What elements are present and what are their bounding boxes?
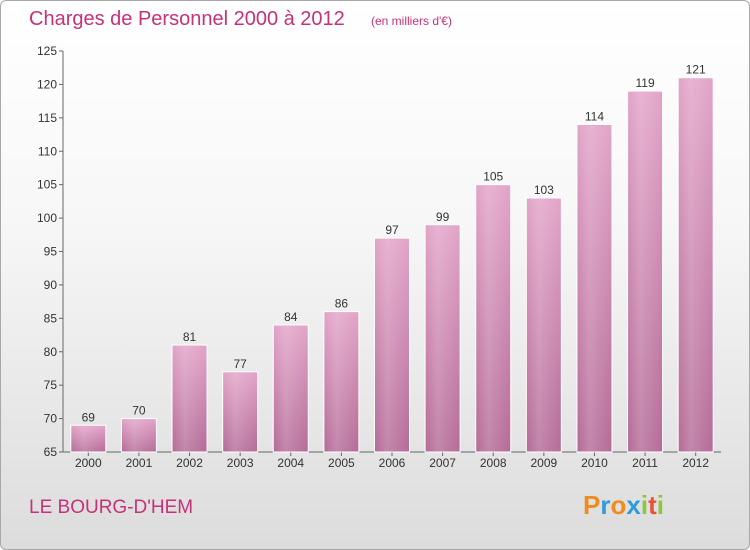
logo-letter: i bbox=[656, 490, 664, 520]
x-tick-label: 2005 bbox=[328, 456, 355, 470]
bar-shine bbox=[71, 426, 105, 452]
location-name: LE BOURG-D'HEM bbox=[29, 497, 194, 518]
proxiti-logo: Proxiti bbox=[583, 490, 664, 521]
y-tick-label: 115 bbox=[38, 111, 57, 125]
y-tick-label: 70 bbox=[44, 412, 58, 426]
data-label: 97 bbox=[385, 223, 399, 237]
logo-letter: t bbox=[648, 490, 657, 520]
data-label: 86 bbox=[335, 297, 349, 311]
x-tick-label: 2004 bbox=[277, 456, 304, 470]
bar-shine bbox=[577, 125, 611, 453]
logo-letter: x bbox=[626, 490, 641, 520]
bar-shine bbox=[274, 326, 308, 452]
y-tick-label: 125 bbox=[37, 44, 57, 58]
y-tick-label: 75 bbox=[44, 378, 58, 392]
x-tick-label: 2012 bbox=[682, 456, 709, 470]
x-tick-label: 2009 bbox=[530, 456, 557, 470]
y-tick-label: 80 bbox=[44, 345, 58, 359]
bar-shine bbox=[679, 78, 713, 452]
bar-shine bbox=[426, 225, 460, 452]
y-tick-label: 65 bbox=[44, 445, 58, 459]
x-tick-label: 2001 bbox=[126, 456, 153, 470]
y-tick-label: 110 bbox=[38, 144, 57, 158]
data-label: 70 bbox=[132, 404, 146, 418]
x-tick-label: 2006 bbox=[379, 456, 406, 470]
bar-shine bbox=[527, 199, 561, 452]
x-tick-label: 2010 bbox=[581, 456, 608, 470]
chart-subtitle: (en milliers d'€) bbox=[371, 14, 452, 28]
y-tick-label: 95 bbox=[44, 245, 58, 259]
logo-letter: o bbox=[610, 490, 627, 520]
bar-shine bbox=[223, 372, 257, 452]
data-label: 99 bbox=[436, 210, 450, 224]
chart-title: Charges de Personnel 2000 à 2012 bbox=[29, 8, 345, 30]
bar-shine bbox=[375, 239, 409, 452]
data-label: 103 bbox=[534, 183, 554, 197]
y-tick-label: 105 bbox=[37, 178, 57, 192]
bar-shine bbox=[173, 346, 207, 452]
x-tick-label: 2008 bbox=[480, 456, 507, 470]
y-tick-label: 100 bbox=[37, 211, 57, 225]
bar-shine bbox=[628, 92, 662, 452]
x-tick-label: 2002 bbox=[176, 456, 203, 470]
y-tick-label: 90 bbox=[44, 278, 58, 292]
x-tick-label: 2000 bbox=[75, 456, 102, 470]
bar-shine bbox=[122, 419, 156, 452]
logo-letter: r bbox=[600, 490, 611, 520]
chart-bars bbox=[70, 77, 714, 453]
data-label: 77 bbox=[233, 357, 247, 371]
data-label: 121 bbox=[686, 63, 706, 77]
data-label: 114 bbox=[585, 110, 604, 124]
bar-shine bbox=[324, 312, 358, 452]
chart-labels: 2000 69 2001 70 2002 81 2003 77 2004 84 2005 86 2006… bbox=[75, 63, 709, 470]
y-tick-label: 85 bbox=[44, 311, 58, 325]
x-tick-label: 2011 bbox=[632, 456, 658, 470]
x-tick-label: 2007 bbox=[429, 456, 456, 470]
data-label: 69 bbox=[82, 410, 96, 424]
logo-letter: P bbox=[583, 490, 601, 520]
y-tick-label: 120 bbox=[37, 77, 57, 91]
data-label: 105 bbox=[483, 170, 503, 184]
x-tick-label: 2003 bbox=[227, 456, 254, 470]
data-label: 84 bbox=[284, 310, 298, 324]
data-label: 81 bbox=[183, 330, 197, 344]
logo-letter: i bbox=[640, 490, 649, 520]
bar-shine bbox=[476, 185, 510, 452]
data-label: 119 bbox=[636, 76, 655, 90]
